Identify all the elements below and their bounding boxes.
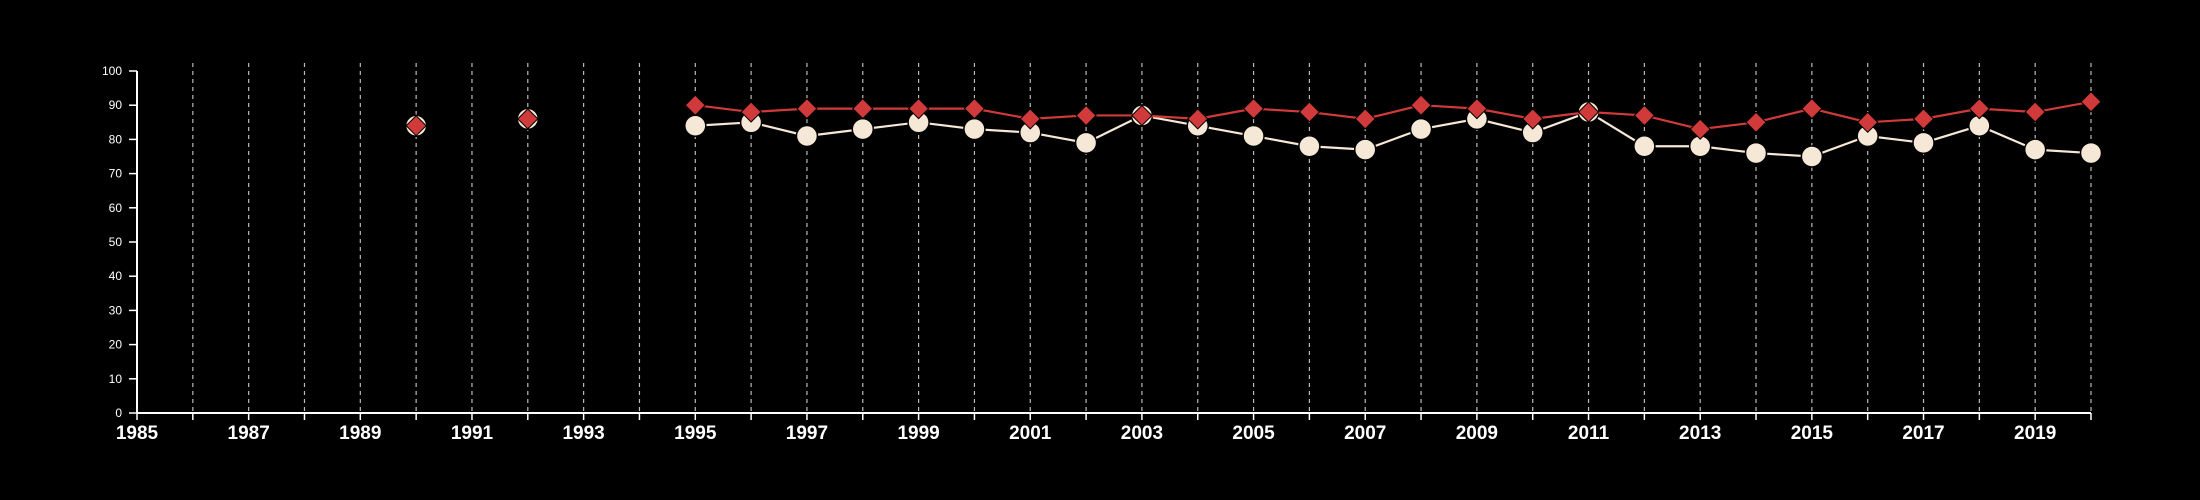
y-tick-label: 50 [109,235,123,249]
diamond-point [2024,101,2046,123]
diamond-point [1131,104,1153,127]
y-tick-label: 20 [109,338,123,352]
circle-point [851,117,875,141]
diamond-point [907,97,930,120]
y-tick-label: 0 [115,406,122,420]
x-tick-label: 1989 [339,423,381,444]
x-tick-label: 1991 [451,423,494,444]
diamond-point [1577,101,1600,123]
diamond-point [1912,108,1935,130]
diamond-point [1633,104,1656,127]
circle-point [1409,117,1433,141]
circle-point [684,114,707,137]
diamond-point [1466,97,1488,120]
series-diamond [405,91,2102,140]
diamond-point [963,97,986,120]
diamond-point [1298,101,1321,123]
y-tick-label: 90 [109,98,123,112]
y-tick-label: 60 [109,201,123,215]
x-tick-label: 2013 [1679,423,1721,444]
x-tick-label: 2019 [2014,423,2056,444]
x-tick-label: 2007 [1344,423,1386,444]
circle-point [1912,131,1935,155]
y-tick-label: 30 [109,303,123,317]
diamond-point [1801,97,1823,120]
circle-point [795,124,819,148]
circle-point [1298,134,1321,158]
x-tick-label: 1995 [674,423,717,444]
x-tick-label: 1987 [228,423,270,444]
y-tick-label: 70 [109,167,123,181]
circle-point [1074,131,1098,155]
circle-point [963,117,986,141]
circle-point [1800,145,1824,168]
x-tick-label: 2011 [1568,423,1610,444]
circle-point [1242,124,1265,148]
diamond-point [1242,97,1265,120]
diamond-point [2080,91,2102,113]
x-tick-label: 2017 [1902,423,1944,444]
x-tick-label: 2001 [1009,423,1052,444]
diamond-point [852,97,874,120]
x-tick-label: 1993 [562,423,604,444]
circle-point [1633,134,1656,158]
diamond-point [1968,97,1991,120]
x-tick-label: 1999 [897,423,939,444]
circle-point [2023,138,2047,161]
y-tick-label: 40 [109,269,123,283]
x-tick-label: 1985 [116,423,159,444]
y-tick-label: 80 [109,132,123,146]
x-tick-label: 2015 [1791,423,1834,444]
axes: 0 10 20 30 40 50 60 70 80 90 100 1985 1987 1989 1991 19… [102,64,2092,444]
x-tick-label: 2009 [1456,423,1498,444]
diamond-point [1187,108,1209,130]
x-tick-label: 2005 [1232,423,1275,444]
diamond-point [1019,108,1041,130]
isolated-diamond-point [405,115,427,137]
diamond-point [1075,104,1097,127]
circle-point [2079,141,2103,165]
diamond-point [684,94,706,116]
y-tick-label: 100 [102,64,122,78]
diamond-point [1354,108,1376,130]
x-tick-label: 2003 [1121,423,1163,444]
diamond-point [1856,111,1879,134]
x-tick-label: 1997 [786,423,828,444]
diamond-point [1522,108,1544,130]
circle-point [1353,138,1377,161]
diamond-point [740,101,762,123]
diamond-point [1745,111,1767,134]
diamond-point [796,97,818,120]
y-tick-label: 10 [109,372,123,386]
circle-point [1744,141,1768,165]
isolated-diamond-point [517,108,539,130]
diamond-point [1689,118,1711,140]
diamond-point [1410,94,1432,116]
